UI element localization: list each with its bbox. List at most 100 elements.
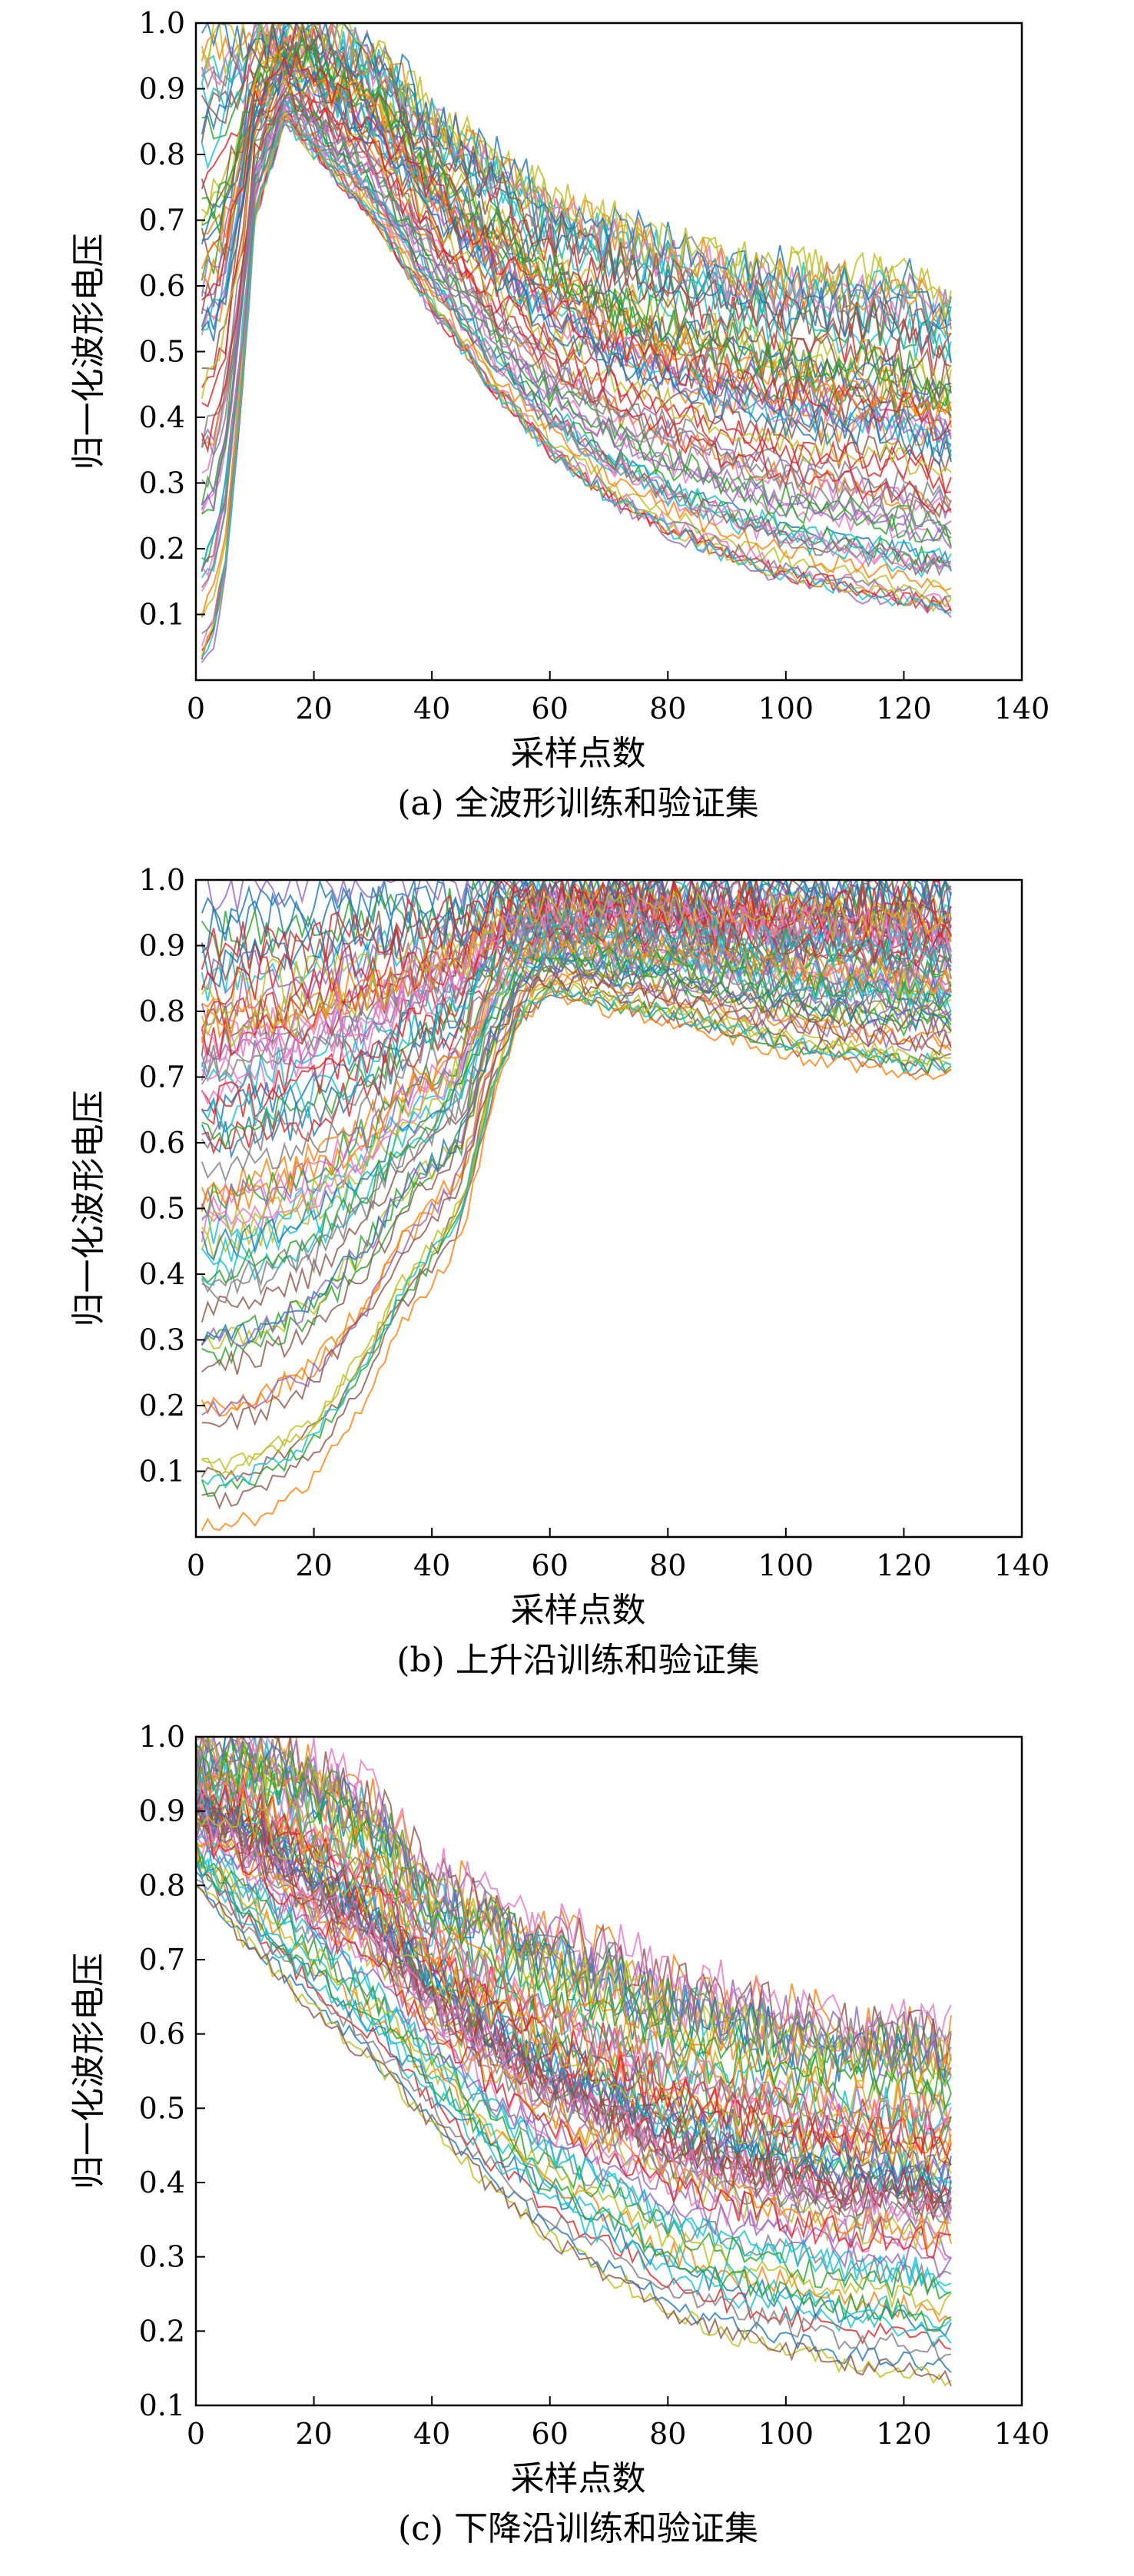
waveform-line <box>201 100 952 570</box>
y-axis-label: 归一化波形电压 <box>69 1953 108 2189</box>
x-tick-label: 40 <box>413 1549 450 1582</box>
waveform-line <box>196 1793 952 2181</box>
y-tick-label: 0.6 <box>139 1126 185 1160</box>
y-tick-label: 0.1 <box>139 1455 185 1489</box>
y-tick-label: 0.4 <box>139 400 185 434</box>
y-tick-label: 0.9 <box>139 1794 185 1828</box>
y-tick-label: 0.3 <box>139 466 185 500</box>
waveform-line <box>201 978 951 1472</box>
waveform-line <box>196 1871 952 2373</box>
x-axis-label: 采样点数 <box>511 734 646 773</box>
x-tick-label: 100 <box>758 692 814 725</box>
waveform-line <box>201 75 952 511</box>
x-tick-label: 60 <box>532 692 569 725</box>
waveform-series <box>196 1737 952 2387</box>
y-tick-label: 0.5 <box>139 335 185 369</box>
plot-frame <box>194 1735 1023 2407</box>
waveform-line <box>196 1834 951 2294</box>
figure-caption: (b) 上升沿训练和验证集 <box>396 1641 759 1680</box>
waveform-line <box>201 908 952 1156</box>
x-tick-label: 80 <box>649 692 686 725</box>
waveform-line <box>201 44 952 412</box>
x-axis-ticks: 0 20 40 60 80 100 120 140 <box>187 2396 1049 2451</box>
waveform-line <box>201 23 952 324</box>
waveform-line <box>196 1816 952 2259</box>
x-tick-label: 0 <box>187 692 205 725</box>
y-axis-ticks: 0.1 0.2 0.3 0.4 0.5 0.6 0.7 0.8 0.9 1.0 <box>139 1720 205 2422</box>
waveform-line <box>201 939 952 1286</box>
figure-caption: (c) 下降沿训练和验证集 <box>398 2509 758 2548</box>
waveform-line <box>196 1803 952 2219</box>
waveform-line <box>196 1857 952 2329</box>
x-tick-label: 0 <box>187 2417 205 2451</box>
waveform-line <box>201 880 952 1005</box>
waveform-line <box>196 1834 952 2262</box>
y-tick-label: 0.5 <box>139 2091 185 2125</box>
x-tick-label: 120 <box>876 1549 932 1582</box>
waveform-line <box>196 1861 952 2348</box>
waveform-line <box>201 983 952 1489</box>
waveform-line <box>201 905 952 1134</box>
y-tick-label: 0.4 <box>139 2166 185 2199</box>
x-tick-label: 140 <box>994 1549 1050 1582</box>
waveform-line <box>196 1798 952 2222</box>
y-tick-label: 0.9 <box>139 72 185 106</box>
waveform-line <box>201 951 952 1346</box>
waveform-line <box>196 1884 952 2387</box>
waveform-line <box>201 972 952 1431</box>
waveform-line <box>201 970 952 1417</box>
x-tick-label: 100 <box>758 2417 814 2451</box>
x-axis-label: 采样点数 <box>511 1591 646 1630</box>
waveform-line <box>201 34 952 399</box>
y-axis-ticks: 0.1 0.2 0.3 0.4 0.5 0.6 0.7 0.8 0.9 1.0 <box>139 6 205 632</box>
waveform-line <box>201 935 952 1266</box>
waveform-line <box>201 23 952 360</box>
y-tick-label: 0.6 <box>139 269 185 303</box>
waveform-line <box>201 35 952 411</box>
x-tick-label: 60 <box>532 1549 569 1582</box>
waveform-series <box>201 23 952 663</box>
waveform-line <box>201 98 952 539</box>
x-tick-label: 0 <box>187 1549 205 1582</box>
waveform-line <box>196 1737 952 2052</box>
waveform-line <box>196 1857 952 2317</box>
x-tick-label: 140 <box>994 2417 1050 2451</box>
waveform-line <box>201 95 952 549</box>
waveform-line <box>196 1862 952 2350</box>
waveform-line <box>201 928 952 1237</box>
waveform-line <box>201 890 952 1063</box>
waveform-line <box>201 957 952 1349</box>
waveform-line <box>196 1854 952 2332</box>
chart-panel-a: 0 20 40 60 80 100 120 140 0.1 0.2 0.3 0.4 0.5 0.6 0.7… <box>69 6 1049 823</box>
waveform-line <box>196 1760 952 2134</box>
waveform-line <box>196 1737 952 2075</box>
waveform-line <box>201 85 952 516</box>
y-tick-label: 0.9 <box>139 929 185 963</box>
waveform-line <box>196 1878 952 2362</box>
y-tick-label: 0.2 <box>139 2314 185 2348</box>
waveform-line <box>201 110 952 588</box>
y-tick-label: 0.1 <box>139 598 185 632</box>
x-tick-label: 100 <box>758 1549 814 1582</box>
waveform-line <box>201 889 952 1049</box>
y-tick-label: 0.7 <box>139 204 185 237</box>
waveform-line <box>196 1837 952 2251</box>
waveform-line <box>201 23 952 340</box>
waveform-line <box>201 23 952 363</box>
x-tick-label: 80 <box>649 2417 686 2451</box>
waveform-line <box>201 115 952 617</box>
waveform-line <box>196 1845 952 2294</box>
waveform-line <box>201 922 952 1212</box>
chart-panel-c: 0 20 40 60 80 100 120 140 0.1 0.2 0.3 0.4 0.5 0.6 0.7… <box>69 1720 1049 2548</box>
y-tick-label: 0.7 <box>139 1061 185 1094</box>
y-tick-label: 0.3 <box>139 2240 185 2274</box>
x-tick-label: 20 <box>295 692 332 725</box>
waveform-line <box>201 943 952 1284</box>
waveform-line <box>201 23 952 320</box>
chart-panel-b: 0 20 40 60 80 100 120 140 0.1 0.2 0.3 0.4 0.5 0.6 0.7… <box>69 863 1049 1680</box>
waveform-line <box>201 117 952 663</box>
waveform-line <box>201 978 952 1477</box>
y-axis-ticks: 0.1 0.2 0.3 0.4 0.5 0.6 0.7 0.8 0.9 1.0 <box>139 863 205 1489</box>
y-tick-label: 0.6 <box>139 2017 185 2051</box>
